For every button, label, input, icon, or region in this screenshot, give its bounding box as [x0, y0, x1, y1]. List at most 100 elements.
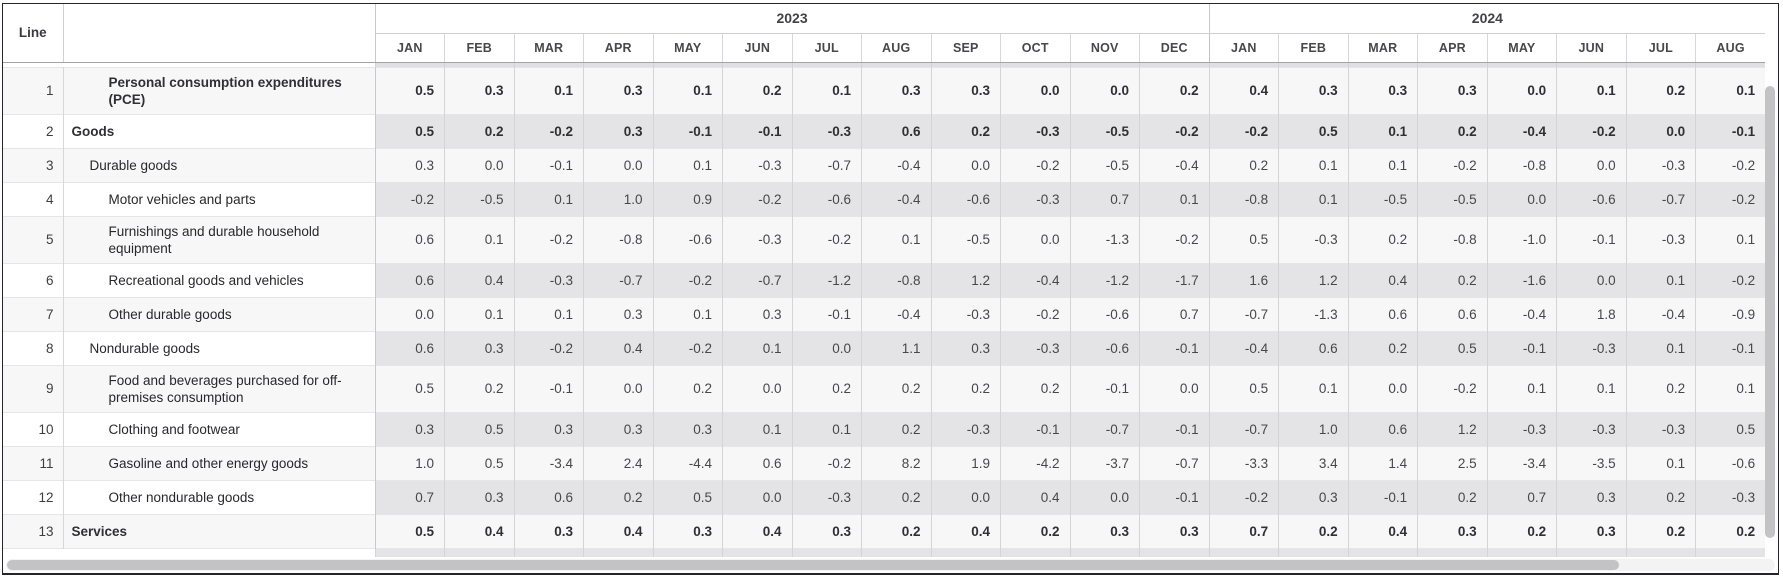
data-cell-2023-apr: 0.0: [583, 147, 653, 182]
data-cell-2024-may: -0.1: [1486, 330, 1557, 365]
data-cell-2023-nov: 0.3: [1069, 513, 1140, 548]
data-cell-2023-oct: 0.2: [1000, 513, 1070, 548]
data-cell-2023-feb: 0.5: [444, 445, 514, 480]
data-cell-2024-apr: 0.5: [1417, 330, 1488, 365]
data-cell-2023-feb: 0.3: [444, 66, 514, 114]
clipped-partial-row-cell: [1139, 547, 1210, 557]
data-cell-2023-sep: 0.0: [930, 479, 1001, 514]
data-cell-2024-mar: 0.1: [1347, 147, 1418, 182]
horizontal-scrollbar-thumb[interactable]: [7, 560, 1619, 570]
data-cell-2023-mar: 0.1: [513, 66, 584, 114]
data-cell-2023-jan: -0.2: [374, 181, 445, 216]
data-cell-2024-apr: -0.2: [1417, 364, 1488, 412]
data-cell-2023-jul: 0.3: [791, 513, 862, 548]
data-cell-2023-apr: 0.4: [583, 513, 653, 548]
data-cell-2023-sep: -0.5: [930, 215, 1001, 263]
header-shadow-band-cell: [1695, 62, 1766, 67]
data-cell-2023-mar: -0.1: [513, 147, 584, 182]
row-label: Other durable goods: [63, 296, 376, 331]
data-cell-2023-aug: -0.4: [861, 147, 931, 182]
month-header-2023-may: MAY: [652, 33, 723, 63]
data-cell-2023-dec: -0.1: [1139, 330, 1210, 365]
data-cell-2024-may: 0.7: [1486, 479, 1557, 514]
data-cell-2024-aug: 0.5: [1695, 411, 1766, 446]
data-cell-2023-aug: 0.2: [861, 364, 931, 412]
row-label: Gasoline and other energy goods: [63, 445, 376, 480]
month-header-row: JAN FEB MAR APR MAY JUN JUL AUG SEP OCT NOV DEC JAN F…: [3, 33, 1766, 63]
data-cell-2023-mar: -0.1: [513, 364, 584, 412]
data-cell-2024-feb: 0.2: [1278, 513, 1349, 548]
data-cell-2023-jun: 0.1: [722, 330, 792, 365]
clipped-partial-row-cell: [1208, 547, 1279, 557]
data-cell-2024-jan: 1.6: [1208, 262, 1279, 297]
clipped-partial-row-cell: [652, 547, 723, 557]
table-row-line-6: 6 Recreational goods and vehicles 0.6 0.4 -0…: [3, 262, 1766, 297]
data-cell-2023-mar: -0.2: [513, 330, 584, 365]
data-cell-2024-feb: 3.4: [1278, 445, 1349, 480]
data-cell-2023-feb: 0.4: [444, 513, 514, 548]
clipped-partial-row-cell: [374, 547, 445, 557]
data-cell-2024-may: -1.0: [1486, 215, 1557, 263]
data-cell-2024-aug: -0.2: [1695, 147, 1766, 182]
data-cell-2023-aug: 0.3: [861, 66, 931, 114]
data-cell-2024-jan: -0.7: [1208, 296, 1279, 331]
clipped-partial-row-cell: [930, 547, 1001, 557]
data-cell-2024-may: -0.4: [1486, 296, 1557, 331]
row-label: Food and beverages purchased for off-pre…: [63, 364, 376, 412]
data-cell-2023-nov: -0.1: [1069, 364, 1140, 412]
header-shadow-band-cell: [583, 62, 653, 67]
data-cell-2023-oct: -0.1: [1000, 411, 1070, 446]
data-cell-2023-sep: 0.0: [930, 147, 1001, 182]
data-cell-2024-apr: -0.8: [1417, 215, 1488, 263]
data-cell-2023-jun: -0.2: [722, 181, 792, 216]
data-cell-2024-feb: 1.0: [1278, 411, 1349, 446]
clipped-partial-row-cell: [722, 547, 792, 557]
data-cell-2024-mar: 0.1: [1347, 113, 1418, 148]
clipped-partial-row-cell: [1417, 547, 1488, 557]
table-row-line-3: 3 Durable goods 0.3 0.0 -0.1 0.0 0.1 -0.3 -0.7 -0…: [3, 147, 1766, 182]
header-shadow-band-cell: [1625, 62, 1696, 67]
data-cell-2023-jul: -0.7: [791, 147, 862, 182]
data-cell-2023-jul: -0.6: [791, 181, 862, 216]
clipped-partial-row-cell: [1000, 547, 1070, 557]
data-cell-2024-jul: -0.3: [1625, 215, 1696, 263]
data-cell-2024-jul: 0.1: [1625, 445, 1696, 480]
data-cell-2023-nov: -1.2: [1069, 262, 1140, 297]
vertical-scrollbar-thumb[interactable]: [1765, 86, 1775, 538]
data-cell-2023-nov: -3.7: [1069, 445, 1140, 480]
clipped-partial-row-cell: [791, 547, 862, 557]
data-cell-2023-mar: -0.3: [513, 262, 584, 297]
table-body: 1 Personal consumption expenditures (PCE)…: [3, 62, 1766, 557]
data-cell-2024-aug: -0.9: [1695, 296, 1766, 331]
data-cell-2023-dec: -0.7: [1139, 445, 1210, 480]
data-cell-2024-jul: 0.2: [1625, 66, 1696, 114]
data-cell-2023-sep: 1.9: [930, 445, 1001, 480]
table-row-line-11: 11 Gasoline and other energy goods 1.0 0.5-…: [3, 445, 1766, 480]
data-cell-2023-oct: 0.2: [1000, 364, 1070, 412]
data-cell-2023-feb: -0.5: [444, 181, 514, 216]
month-header-2023-jun: JUN: [722, 33, 792, 63]
data-cell-2024-jan: 0.5: [1208, 364, 1279, 412]
header-shadow-band-cell: [1486, 62, 1557, 67]
data-cell-2024-jul: 0.2: [1625, 513, 1696, 548]
data-cell-2023-feb: 0.4: [444, 262, 514, 297]
row-label: Clothing and footwear: [63, 411, 376, 446]
table-header: Line 2023 2024 JAN FEB MAR APR MAY JUN JUL AUG S…: [3, 4, 1766, 63]
data-cell-2023-jul: 0.1: [791, 411, 862, 446]
month-header-2023-aug: AUG: [861, 33, 931, 63]
data-cell-2024-may: 0.2: [1486, 513, 1557, 548]
data-cell-2023-aug: 0.1: [861, 215, 931, 263]
data-cell-2023-sep: -0.3: [930, 411, 1001, 446]
data-cell-2023-jan: 1.0: [374, 445, 445, 480]
data-cell-2024-aug: -0.6: [1695, 445, 1766, 480]
clipped-partial-row-cell: [1069, 547, 1140, 557]
month-header-2023-jul: JUL: [791, 33, 862, 63]
data-cell-2023-apr: 0.2: [583, 479, 653, 514]
line-number: 8: [3, 330, 64, 365]
row-label: Furnishings and durable household equipm…: [63, 215, 376, 263]
data-cell-2023-dec: 0.2: [1139, 66, 1210, 114]
data-cell-2023-nov: 0.7: [1069, 181, 1140, 216]
data-cell-2023-may: -0.6: [652, 215, 723, 263]
header-shadow-band-cell: [513, 62, 584, 67]
data-cell-2024-mar: 1.4: [1347, 445, 1418, 480]
